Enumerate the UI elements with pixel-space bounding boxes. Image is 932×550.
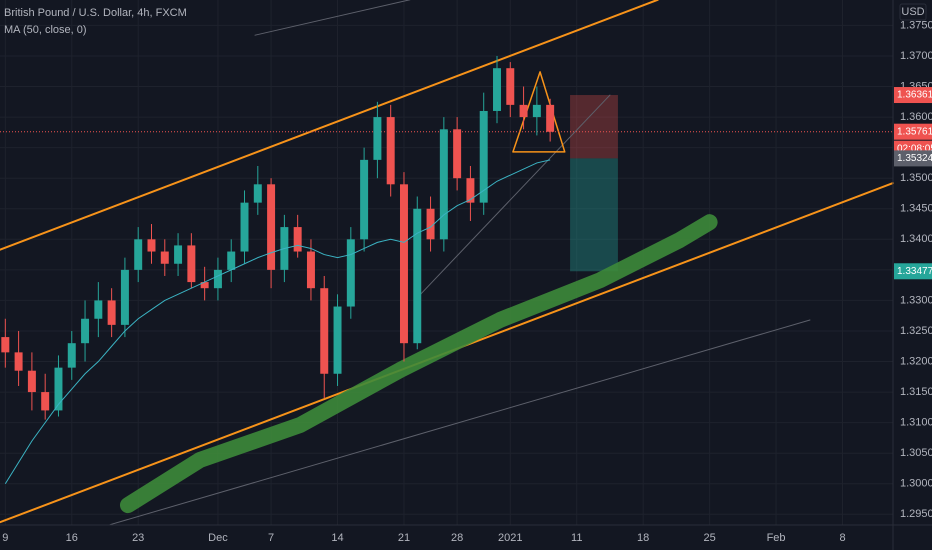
target-label: 1.33477 — [897, 266, 932, 277]
candle-body — [200, 282, 209, 289]
candle-body — [14, 352, 23, 371]
candle-body — [320, 288, 329, 374]
candle-body — [253, 184, 262, 203]
y-tick-label: 1.32000 — [900, 355, 932, 367]
y-tick-label: 1.34000 — [900, 233, 932, 245]
candle-body — [346, 239, 355, 307]
y-tick-label: 1.29500 — [900, 508, 932, 520]
y-tick-label: 1.35000 — [900, 172, 932, 184]
target-tag — [894, 263, 932, 280]
currency-box[interactable] — [899, 3, 927, 21]
y-tick-label: 1.30500 — [900, 447, 932, 459]
x-tick-label: Dec — [208, 532, 228, 544]
x-tick-label: 2021 — [498, 532, 522, 544]
candle-body — [546, 104, 555, 132]
candle-body — [187, 245, 196, 283]
candle-body — [333, 306, 342, 374]
candle-body — [67, 343, 76, 368]
x-tick-label: 28 — [451, 532, 463, 544]
countdown: 02:08:05 — [897, 143, 932, 154]
candle-body — [160, 251, 169, 264]
entry-label: 1.35324 — [897, 153, 932, 164]
candle-body — [466, 178, 475, 203]
candle-body — [360, 159, 369, 240]
x-tick-label: 7 — [268, 532, 274, 544]
x-tick-label: 8 — [839, 532, 845, 544]
x-tick-label: 11 — [571, 532, 582, 544]
drawing-guide — [254, 0, 411, 36]
x-tick-label: 25 — [703, 532, 715, 544]
candle-body — [413, 208, 422, 344]
target-zone — [570, 158, 618, 272]
candle-body — [147, 239, 156, 252]
stop-label: 1.36361 — [897, 90, 932, 101]
x-tick-label: 21 — [398, 532, 410, 544]
candle-body — [213, 269, 222, 289]
candle-body — [267, 184, 276, 270]
moving-average — [4, 159, 551, 485]
candle-body — [174, 245, 183, 264]
y-tick-label: 1.37000 — [900, 50, 932, 62]
candle-body — [479, 110, 488, 203]
y-tick-label: 1.37500 — [900, 19, 932, 31]
candle-body — [532, 104, 541, 118]
candle-body — [373, 117, 382, 160]
y-tick-label: 1.30000 — [900, 478, 932, 490]
candle-body — [227, 251, 236, 270]
y-tick-label: 1.36000 — [900, 111, 932, 123]
candle-body — [453, 129, 462, 179]
candle-body — [107, 300, 116, 325]
drawing-channel — [0, 0, 659, 251]
y-tick-label: 1.33000 — [900, 294, 932, 306]
candle-body — [240, 202, 249, 252]
last-price-label: 1.35761 — [897, 126, 932, 137]
x-tick-label: 14 — [331, 532, 343, 544]
y-tick-label: 1.31500 — [900, 386, 932, 398]
candle-body — [120, 269, 129, 325]
candle-body — [439, 129, 448, 240]
candle-body — [293, 227, 302, 252]
candle-body — [506, 68, 515, 105]
x-tick-label: 18 — [637, 532, 649, 544]
indicator-label: MA (50, close, 0) — [4, 24, 87, 36]
candle-body — [399, 184, 408, 344]
candle-body — [27, 370, 36, 393]
currency[interactable]: USD — [901, 6, 924, 18]
last-price-tag — [894, 123, 932, 140]
y-tick-label: 1.34500 — [900, 203, 932, 215]
drawing-marker — [119, 214, 718, 514]
x-tick-label: Feb — [767, 532, 786, 544]
x-tick-label: 9 — [2, 532, 8, 544]
candle-body — [94, 300, 103, 319]
candle-body — [519, 104, 528, 118]
entry-tag — [894, 150, 932, 167]
candle-body — [81, 318, 90, 344]
drawing-guide — [419, 94, 611, 296]
candle-body — [54, 367, 63, 411]
candle-body — [41, 392, 50, 411]
candle-body — [426, 208, 435, 240]
candle-body — [386, 117, 395, 185]
y-tick-label: 1.32500 — [900, 325, 932, 337]
candle-body — [493, 68, 501, 111]
chart-title: British Pound / U.S. Dollar, 4h, FXCM — [4, 7, 187, 19]
stop-tag — [894, 87, 932, 104]
x-tick-label: 23 — [132, 532, 144, 544]
candle-body — [1, 337, 10, 353]
x-tick-label: 16 — [66, 532, 78, 544]
candle-body — [134, 239, 143, 270]
candle-body — [306, 251, 315, 289]
drawing-guide — [109, 319, 811, 526]
y-tick-label: 1.31000 — [900, 417, 932, 429]
stop-zone — [570, 95, 618, 159]
